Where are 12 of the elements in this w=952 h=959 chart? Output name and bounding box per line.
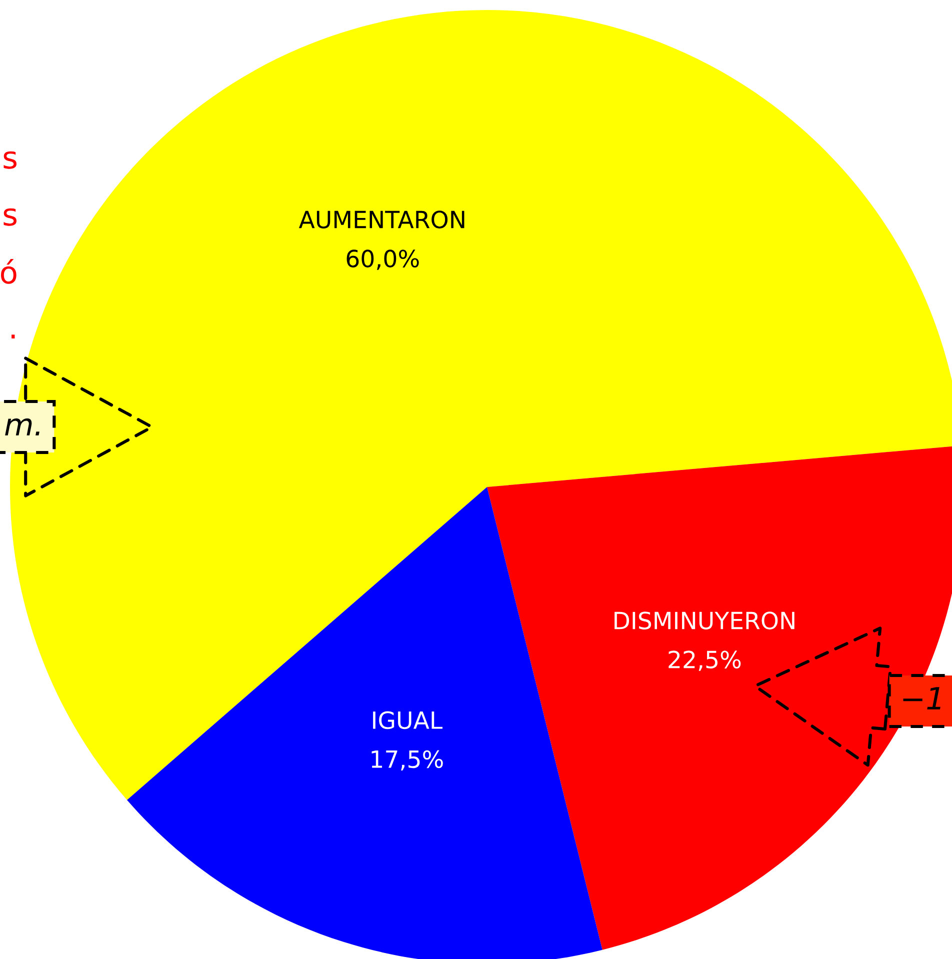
data-label: 22,5% (668, 650, 741, 671)
slice-label: DISMINUYERON (614, 612, 794, 630)
text: −1 (903, 687, 940, 710)
data-label: 60,0% (346, 250, 419, 270)
text: ó (0, 258, 16, 284)
data-label: 17,5% (372, 750, 443, 771)
text: m. (5, 418, 40, 436)
text: s (4, 151, 17, 169)
text: . (12, 334, 15, 338)
slice-label: IGUAL (373, 711, 442, 730)
slice-label: AUMENTARON (298, 210, 464, 228)
text: s (4, 208, 17, 226)
